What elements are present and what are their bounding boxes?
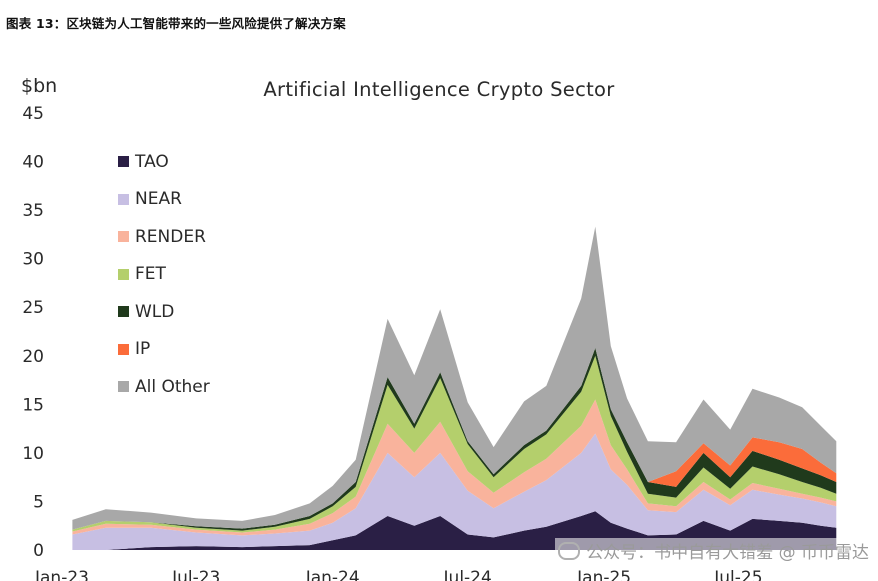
- y-tick-label: 15: [22, 395, 44, 415]
- legend-swatch: [118, 156, 129, 168]
- legend-swatch: [118, 343, 129, 355]
- watermark: 公众号：书中自有大错羞 @ 币币雷达: [555, 538, 872, 563]
- y-tick-label: 5: [33, 492, 44, 512]
- legend-label: WLD: [135, 301, 175, 322]
- area-series-near: [72, 433, 837, 550]
- chart-title: Artificial Intelligence Crypto Sector: [263, 78, 615, 101]
- chart-legend: TAO NEAR RENDER FET WLD IP All Other: [118, 143, 210, 406]
- legend-label: All Other: [135, 376, 210, 397]
- x-tick-label: Jan-24: [305, 568, 360, 581]
- y-axis-ticks: 0 5 10 15 20 25 30 35 40 45: [22, 104, 44, 561]
- area-series-all-other: [72, 226, 837, 530]
- legend-label: RENDER: [135, 226, 206, 247]
- x-tick-label: Jul-25: [713, 568, 762, 581]
- legend-item: TAO: [118, 143, 210, 181]
- x-tick-label: Jan-23: [34, 568, 89, 581]
- x-tick-label: Jul-24: [443, 568, 492, 581]
- y-axis-unit-label: $bn: [21, 75, 58, 97]
- y-tick-label: 45: [22, 104, 44, 124]
- legend-item: FET: [118, 256, 210, 294]
- area-series-wld: [72, 348, 837, 531]
- area-series-render: [72, 399, 837, 536]
- y-tick-label: 0: [33, 541, 44, 561]
- legend-swatch: [118, 268, 129, 280]
- y-tick-label: 10: [22, 444, 44, 464]
- legend-item: NEAR: [118, 181, 210, 219]
- legend-swatch: [118, 193, 129, 205]
- figure-caption: 图表 13：区块链为人工智能带来的一些风险提供了解决方案: [6, 16, 346, 31]
- legend-item: WLD: [118, 293, 210, 331]
- y-tick-label: 25: [22, 298, 44, 318]
- legend-item: RENDER: [118, 218, 210, 256]
- legend-label: FET: [135, 264, 166, 285]
- x-axis-ticks: Jan-23 Jul-23 Jan-24 Jul-24 Jan-25 Jul-25: [34, 568, 763, 581]
- y-tick-label: 30: [22, 250, 44, 270]
- wechat-icon: [558, 542, 581, 560]
- watermark-text: 公众号：书中自有大错羞 @ 币币雷达: [586, 543, 869, 563]
- legend-swatch: [118, 231, 129, 243]
- legend-label: TAO: [135, 151, 169, 172]
- y-tick-label: 35: [22, 201, 44, 221]
- y-tick-label: 40: [22, 153, 44, 173]
- legend-label: NEAR: [135, 189, 182, 210]
- legend-swatch: [118, 381, 129, 393]
- legend-item: All Other: [118, 368, 210, 406]
- legend-swatch: [118, 306, 129, 318]
- y-tick-label: 20: [22, 347, 44, 367]
- legend-item: IP: [118, 331, 210, 369]
- area-series-fet: [72, 355, 837, 533]
- x-tick-label: Jan-25: [576, 568, 631, 581]
- x-tick-label: Jul-23: [171, 568, 220, 581]
- legend-label: IP: [135, 339, 151, 360]
